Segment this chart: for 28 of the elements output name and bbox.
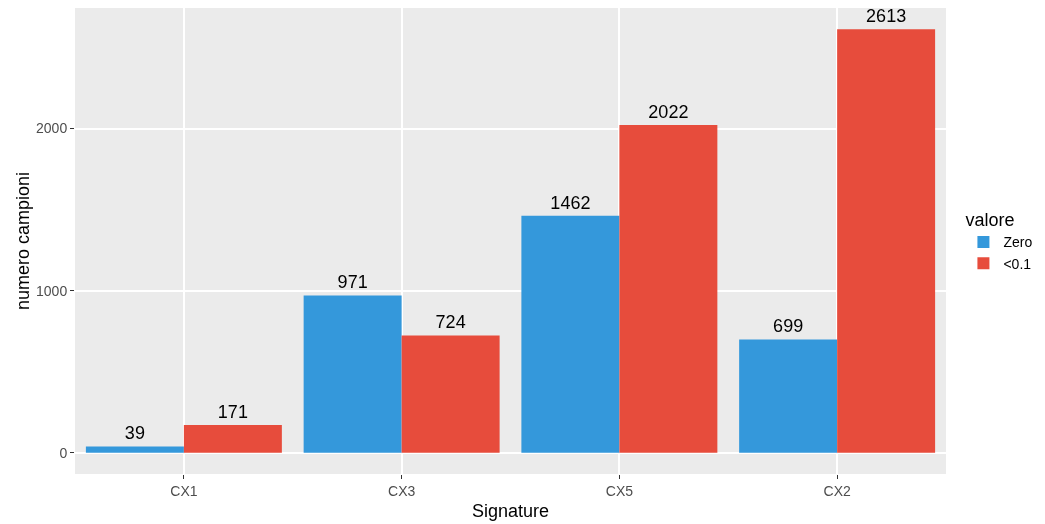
- bar: [739, 339, 838, 453]
- bar: [85, 446, 184, 453]
- data-label: 1462: [550, 192, 591, 213]
- y-axis-title: numero campioni: [13, 171, 33, 311]
- y-tick-label: 0: [59, 444, 68, 461]
- legend-label: Zero: [1003, 234, 1033, 251]
- data-label: 699: [773, 316, 804, 337]
- data-label: 2613: [866, 6, 907, 27]
- bar: [401, 335, 500, 453]
- x-tick-label: CX5: [605, 482, 634, 499]
- bar: [521, 215, 620, 453]
- legend-label: <0.1: [1003, 255, 1032, 272]
- x-tick-label: CX3: [388, 482, 416, 499]
- bar: [303, 295, 402, 453]
- y-tick-label: 1000: [36, 282, 68, 299]
- bar: [837, 29, 936, 453]
- data-label: 2022: [648, 102, 689, 123]
- data-label: 971: [337, 272, 368, 293]
- data-label: 724: [435, 312, 466, 333]
- y-tick-label: 2000: [36, 120, 68, 137]
- data-label: 39: [124, 423, 145, 444]
- legend-title: valore: [965, 210, 1015, 231]
- bar: [619, 125, 718, 453]
- x-tick-label: CX1: [170, 482, 198, 499]
- data-label: 171: [217, 402, 248, 423]
- x-axis-title: Signature: [471, 500, 550, 521]
- x-tick-label: CX2: [823, 482, 851, 499]
- bar: [183, 425, 282, 453]
